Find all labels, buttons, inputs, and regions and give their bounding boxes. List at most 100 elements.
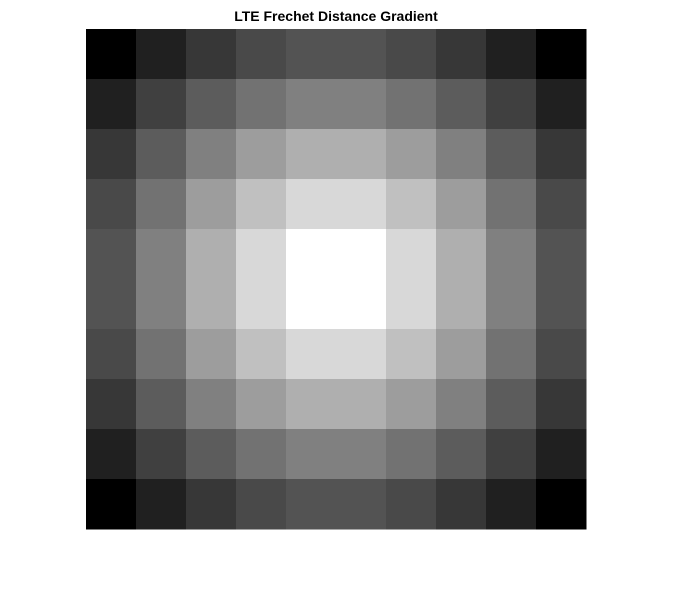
- heatmap-cell-r9-c6: [386, 479, 437, 530]
- heatmap-cell-r2-c2: [186, 129, 237, 180]
- heatmap-cell-r4-c9: [536, 229, 587, 280]
- heatmap-cell-r3-c8: [486, 179, 537, 230]
- heatmap-cell-r3-c0: [86, 179, 137, 230]
- heatmap-cell-r3-c4: [286, 179, 337, 230]
- heatmap-cell-r1-c9: [536, 79, 587, 130]
- heatmap-cell-r6-c9: [536, 329, 587, 380]
- heatmap-cell-r1-c3: [236, 79, 287, 130]
- heatmap-cell-r3-c5: [336, 179, 387, 230]
- heatmap-cell-r2-c6: [386, 129, 437, 180]
- heatmap-cell-r8-c2: [186, 429, 237, 480]
- heatmap-cell-r3-c7: [436, 179, 487, 230]
- heatmap-cell-r2-c8: [486, 129, 537, 180]
- heatmap-cell-r5-c2: [186, 279, 237, 330]
- heatmap-cell-r6-c1: [136, 329, 187, 380]
- heatmap-cell-r9-c5: [336, 479, 387, 530]
- heatmap-cell-r8-c1: [136, 429, 187, 480]
- heatmap-cell-r1-c2: [186, 79, 237, 130]
- heatmap-cell-r0-c0: [86, 29, 137, 80]
- heatmap-cell-r4-c7: [436, 229, 487, 280]
- heatmap-cell-r4-c0: [86, 229, 137, 280]
- heatmap-cell-r0-c5: [336, 29, 387, 80]
- heatmap-cell-r9-c3: [236, 479, 287, 530]
- heatmap-cell-r0-c1: [136, 29, 187, 80]
- heatmap-cell-r7-c8: [486, 379, 537, 430]
- heatmap-cell-r0-c8: [486, 29, 537, 80]
- heatmap-cell-r1-c5: [336, 79, 387, 130]
- heatmap-cell-r7-c1: [136, 379, 187, 430]
- heatmap-cell-r9-c4: [286, 479, 337, 530]
- heatmap-cell-r8-c7: [436, 429, 487, 480]
- heatmap-cell-r4-c2: [186, 229, 237, 280]
- heatmap-cell-r3-c3: [236, 179, 287, 230]
- heatmap-cell-r4-c1: [136, 229, 187, 280]
- heatmap-cell-r5-c5: [336, 279, 387, 330]
- chart-title: LTE Frechet Distance Gradient: [234, 8, 438, 24]
- heatmap-cell-r6-c5: [336, 329, 387, 380]
- heatmap-cell-r1-c8: [486, 79, 537, 130]
- heatmap-cell-r6-c6: [386, 329, 437, 380]
- heatmap-cell-r8-c0: [86, 429, 137, 480]
- heatmap-cell-r9-c7: [436, 479, 487, 530]
- heatmap-cell-r5-c6: [386, 279, 437, 330]
- heatmap-cell-r9-c1: [136, 479, 187, 530]
- heatmap-cell-r6-c2: [186, 329, 237, 380]
- heatmap-cell-r7-c5: [336, 379, 387, 430]
- heatmap-cell-r4-c3: [236, 229, 287, 280]
- heatmap-cell-r4-c5: [336, 229, 387, 280]
- heatmap-cell-r7-c6: [386, 379, 437, 430]
- heatmap-cell-r0-c7: [436, 29, 487, 80]
- heatmap-cell-r6-c3: [236, 329, 287, 380]
- heatmap-cell-r5-c9: [536, 279, 587, 330]
- heatmap-cell-r7-c7: [436, 379, 487, 430]
- heatmap-cell-r5-c7: [436, 279, 487, 330]
- heatmap-cell-r9-c2: [186, 479, 237, 530]
- heatmap-cell-r9-c9: [536, 479, 587, 530]
- heatmap-cell-r6-c8: [486, 329, 537, 380]
- heatmap-cell-r1-c7: [436, 79, 487, 130]
- heatmap-cell-r6-c0: [86, 329, 137, 380]
- heatmap-cell-r4-c6: [386, 229, 437, 280]
- heatmap-cell-r8-c5: [336, 429, 387, 480]
- heatmap-cell-r5-c3: [236, 279, 287, 330]
- heatmap-cell-r1-c1: [136, 79, 187, 130]
- heatmap-cell-r4-c8: [486, 229, 537, 280]
- heatmap-cell-r5-c1: [136, 279, 187, 330]
- heatmap-cell-r2-c5: [336, 129, 387, 180]
- heatmap-cell-r8-c8: [486, 429, 537, 480]
- heatmap-cell-r7-c2: [186, 379, 237, 430]
- heatmap-cell-r8-c3: [236, 429, 287, 480]
- heatmap-cell-r1-c6: [386, 79, 437, 130]
- heatmap-cell-r7-c4: [286, 379, 337, 430]
- heatmap-cell-r9-c8: [486, 479, 537, 530]
- heatmap-cell-r3-c2: [186, 179, 237, 230]
- heatmap-cell-r2-c1: [136, 129, 187, 180]
- heatmap-cell-r4-c4: [286, 229, 337, 280]
- heatmap-cell-r8-c6: [386, 429, 437, 480]
- heatmap-cell-r0-c3: [236, 29, 287, 80]
- heatmap-cells: [86, 29, 587, 530]
- heatmap-cell-r3-c9: [536, 179, 587, 230]
- heatmap-cell-r5-c8: [486, 279, 537, 330]
- heatmap-cell-r3-c1: [136, 179, 187, 230]
- heatmap-cell-r0-c9: [536, 29, 587, 80]
- heatmap-cell-r2-c7: [436, 129, 487, 180]
- heatmap-cell-r2-c4: [286, 129, 337, 180]
- heatmap-cell-r0-c4: [286, 29, 337, 80]
- heatmap-cell-r6-c7: [436, 329, 487, 380]
- heatmap-cell-r7-c3: [236, 379, 287, 430]
- heatmap-cell-r0-c2: [186, 29, 237, 80]
- heatmap-cell-r7-c9: [536, 379, 587, 430]
- heatmap-cell-r3-c6: [386, 179, 437, 230]
- heatmap-cell-r2-c0: [86, 129, 137, 180]
- heatmap-cell-r8-c9: [536, 429, 587, 480]
- heatmap-cell-r7-c0: [86, 379, 137, 430]
- heatmap-cell-r8-c4: [286, 429, 337, 480]
- heatmap-cell-r5-c0: [86, 279, 137, 330]
- heatmap-cell-r1-c4: [286, 79, 337, 130]
- heatmap-cell-r2-c9: [536, 129, 587, 180]
- heatmap-cell-r2-c3: [236, 129, 287, 180]
- heatmap-cell-r0-c6: [386, 29, 437, 80]
- heatmap-cell-r5-c4: [286, 279, 337, 330]
